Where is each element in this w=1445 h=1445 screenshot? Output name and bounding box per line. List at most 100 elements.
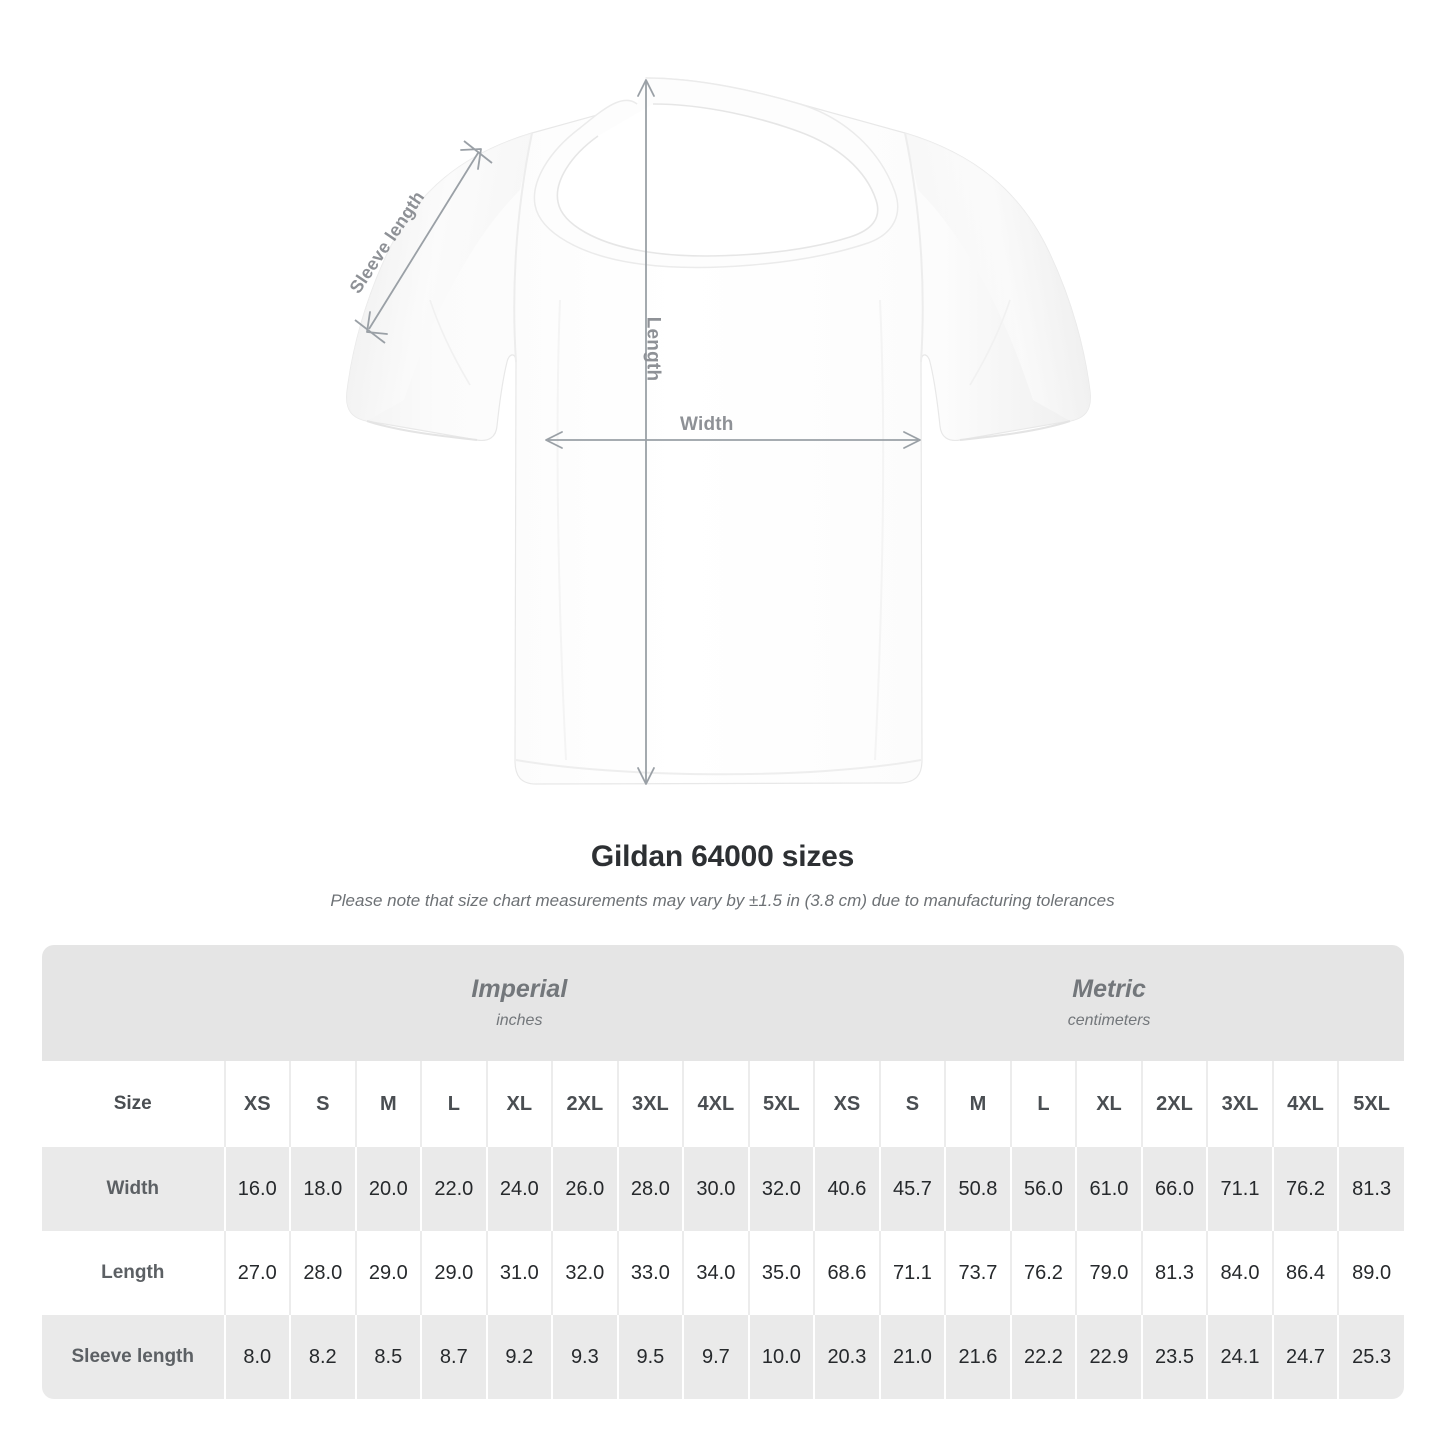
size-header-cell: S — [878, 1061, 946, 1147]
measurement-cell: 40.6 — [813, 1147, 880, 1231]
measurement-cell: 35.0 — [747, 1231, 815, 1315]
measurement-cell: 28.0 — [616, 1147, 684, 1231]
title-block: Gildan 64000 sizes Please note that size… — [0, 840, 1445, 911]
measurement-cell: 32.0 — [747, 1147, 815, 1231]
measurement-cell: 50.8 — [944, 1147, 1011, 1231]
measurement-cell: 45.7 — [878, 1147, 946, 1231]
page-title: Gildan 64000 sizes — [590, 840, 855, 873]
measurement-cell: 9.5 — [616, 1315, 684, 1399]
size-header-row: Size XS S M L XL 2XL 3XL 4XL 5XL XS S M L XL 2XL 3XL 4XL 5… — [42, 1061, 1404, 1147]
size-header-cell: M — [944, 1061, 1011, 1147]
measurement-cell: 76.2 — [1271, 1147, 1339, 1231]
unit-header-spacer — [42, 945, 225, 1061]
size-header-cell: 3XL — [1206, 1061, 1273, 1147]
size-header-cell: XL — [1075, 1061, 1142, 1147]
row-header-length: Length — [42, 1231, 225, 1315]
measurement-cell: 84.0 — [1206, 1231, 1273, 1315]
measurement-cell: 79.0 — [1075, 1231, 1142, 1315]
size-header-cell: L — [420, 1061, 487, 1147]
size-header-cell: 5XL — [1337, 1061, 1404, 1147]
measurement-cell: 32.0 — [551, 1231, 618, 1315]
size-header-cell: 4XL — [682, 1061, 749, 1147]
measurement-cell: 24.0 — [485, 1147, 553, 1231]
measurement-cell: 24.7 — [1271, 1315, 1339, 1399]
size-header-cell: L — [1009, 1061, 1077, 1147]
table-row: Length 27.0 28.0 29.0 29.0 31.0 32.0 33.0 34.0 35… — [42, 1231, 1404, 1315]
size-header-cell: XL — [485, 1061, 553, 1147]
measurement-cell: 73.7 — [944, 1231, 1011, 1315]
length-arrow — [637, 79, 655, 785]
measurement-cell: 8.5 — [354, 1315, 422, 1399]
table-row: Sleeve length 8.0 8.2 8.5 8.7 9.2 9.3 9.5 9.7 10.… — [42, 1315, 1404, 1399]
measurement-cell: 81.3 — [1337, 1147, 1404, 1231]
measurement-cell: 22.0 — [420, 1147, 487, 1231]
measurement-cell: 16.0 — [223, 1147, 291, 1231]
measurement-cell: 76.2 — [1009, 1231, 1077, 1315]
table-row: Width 16.0 18.0 20.0 22.0 24.0 26.0 28.0 30.0 32.… — [42, 1147, 1404, 1231]
unit-header-metric: Metric centimeters — [814, 945, 1404, 1061]
size-column-header: Size — [42, 1061, 225, 1147]
unit-name: Metric — [1072, 975, 1146, 1004]
measurement-cell: 9.7 — [682, 1315, 749, 1399]
measurement-cell: 18.0 — [289, 1147, 356, 1231]
width-arrow — [545, 431, 921, 449]
size-header-cell: XS — [813, 1061, 880, 1147]
measurement-cell: 27.0 — [223, 1231, 291, 1315]
measurement-cell: 33.0 — [616, 1231, 684, 1315]
length-label: Length — [642, 316, 664, 382]
size-header-cell: 2XL — [551, 1061, 618, 1147]
tshirt-diagram: Sleeve length Length Width — [345, 77, 1091, 785]
size-chart-table-wrapper: Imperial inches Metric centimeters Size XS S M L… — [42, 945, 1404, 1399]
measurement-cell: 8.0 — [223, 1315, 291, 1399]
measurement-cell: 28.0 — [289, 1231, 356, 1315]
measurement-cell: 61.0 — [1075, 1147, 1142, 1231]
measurement-cell: 89.0 — [1337, 1231, 1404, 1315]
row-header-width: Width — [42, 1147, 225, 1231]
size-header-cell: 2XL — [1140, 1061, 1208, 1147]
size-header-cell: M — [354, 1061, 422, 1147]
measurement-cell: 81.3 — [1140, 1231, 1208, 1315]
page-subtitle: Please note that size chart measurements… — [330, 891, 1115, 910]
measurement-cell: 10.0 — [747, 1315, 815, 1399]
measurement-cell: 20.3 — [813, 1315, 880, 1399]
measurement-cell: 21.0 — [878, 1315, 946, 1399]
measurement-cell: 21.6 — [944, 1315, 1011, 1399]
size-header-cell: XS — [223, 1061, 291, 1147]
size-chart-table: Imperial inches Metric centimeters Size XS S M L… — [42, 945, 1404, 1399]
size-header-cell: 4XL — [1271, 1061, 1339, 1147]
measurement-cell: 25.3 — [1337, 1315, 1404, 1399]
tshirt-illustration — [346, 77, 1091, 785]
measurement-cell: 29.0 — [420, 1231, 487, 1315]
measurement-cell: 8.2 — [289, 1315, 356, 1399]
measurement-cell: 22.2 — [1009, 1315, 1077, 1399]
measurement-cell: 20.0 — [354, 1147, 422, 1231]
size-header-cell: 3XL — [616, 1061, 684, 1147]
tshirt-body-shape — [346, 77, 1091, 785]
measurement-cell: 56.0 — [1009, 1147, 1077, 1231]
measurement-cell: 66.0 — [1140, 1147, 1208, 1231]
measurement-cell: 22.9 — [1075, 1315, 1142, 1399]
width-label: Width — [680, 414, 734, 435]
sleeve-length-arrow — [354, 140, 493, 344]
measurement-cell: 34.0 — [682, 1231, 749, 1315]
measurement-cell: 26.0 — [551, 1147, 618, 1231]
size-header-cell: S — [289, 1061, 356, 1147]
unit-name: Imperial — [471, 975, 568, 1004]
measurement-cell: 29.0 — [354, 1231, 422, 1315]
measurement-cell: 31.0 — [485, 1231, 553, 1315]
measurement-cell: 71.1 — [878, 1231, 946, 1315]
measurement-cell: 71.1 — [1206, 1147, 1273, 1231]
measurement-cell: 23.5 — [1140, 1315, 1208, 1399]
measurement-cell: 68.6 — [813, 1231, 880, 1315]
measurement-cell: 9.2 — [485, 1315, 553, 1399]
unit-subtitle: centimeters — [1067, 1011, 1151, 1029]
measurement-cell: 30.0 — [682, 1147, 749, 1231]
measurement-cell: 24.1 — [1206, 1315, 1273, 1399]
unit-header-row: Imperial inches Metric centimeters — [42, 945, 1404, 1061]
size-header-cell: 5XL — [747, 1061, 815, 1147]
measurement-cell: 86.4 — [1271, 1231, 1339, 1315]
measurement-cell: 8.7 — [420, 1315, 487, 1399]
unit-header-imperial: Imperial inches — [224, 945, 815, 1061]
dimension-arrows — [354, 79, 921, 785]
unit-subtitle: inches — [496, 1011, 543, 1029]
